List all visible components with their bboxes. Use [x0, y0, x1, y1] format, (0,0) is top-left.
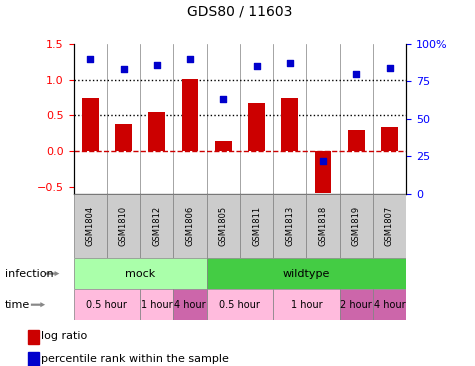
Text: GSM1811: GSM1811: [252, 206, 261, 246]
Bar: [314, 151, 332, 193]
Text: GDS80 / 11603: GDS80 / 11603: [187, 4, 293, 18]
Bar: [273, 289, 340, 320]
Bar: [281, 97, 298, 151]
Bar: [82, 98, 99, 151]
Text: GSM1807: GSM1807: [385, 206, 394, 246]
Text: GSM1806: GSM1806: [186, 206, 194, 246]
Text: GSM1818: GSM1818: [319, 206, 327, 246]
Text: 1 hour: 1 hour: [291, 300, 322, 310]
Text: 0.5 hour: 0.5 hour: [86, 300, 127, 310]
Text: wildtype: wildtype: [283, 269, 330, 279]
Bar: [173, 289, 207, 320]
Point: [253, 63, 260, 69]
Bar: [173, 194, 207, 258]
Text: 2 hour: 2 hour: [341, 300, 372, 310]
Text: time: time: [5, 300, 30, 310]
Bar: [74, 194, 107, 258]
Text: mock: mock: [125, 269, 155, 279]
Bar: [140, 194, 173, 258]
Point: [120, 67, 127, 72]
Bar: [273, 194, 306, 258]
Bar: [28, 352, 38, 366]
Text: GSM1804: GSM1804: [86, 206, 95, 246]
Bar: [28, 330, 38, 344]
Text: GSM1812: GSM1812: [152, 206, 161, 246]
Point: [319, 158, 327, 164]
Bar: [381, 127, 398, 151]
Bar: [74, 289, 140, 320]
Point: [386, 65, 393, 71]
Text: GSM1810: GSM1810: [119, 206, 128, 246]
Bar: [207, 289, 273, 320]
Bar: [207, 258, 406, 289]
Bar: [340, 194, 373, 258]
Bar: [115, 124, 132, 151]
Bar: [107, 194, 140, 258]
Bar: [148, 112, 165, 151]
Bar: [240, 194, 273, 258]
Bar: [373, 289, 406, 320]
Text: GSM1813: GSM1813: [285, 206, 294, 246]
Text: 1 hour: 1 hour: [141, 300, 172, 310]
Point: [286, 60, 294, 66]
Bar: [140, 289, 173, 320]
Bar: [306, 194, 340, 258]
Bar: [373, 194, 406, 258]
Text: 0.5 hour: 0.5 hour: [219, 300, 260, 310]
Bar: [207, 194, 240, 258]
Point: [219, 97, 227, 102]
Bar: [248, 103, 265, 151]
Point: [186, 56, 194, 62]
Point: [153, 62, 161, 68]
Point: [86, 56, 94, 62]
Text: percentile rank within the sample: percentile rank within the sample: [41, 354, 229, 364]
Text: 4 hour: 4 hour: [174, 300, 206, 310]
Bar: [181, 79, 199, 151]
Bar: [215, 141, 232, 151]
Point: [352, 71, 360, 77]
Bar: [74, 258, 207, 289]
Bar: [340, 289, 373, 320]
Text: log ratio: log ratio: [41, 331, 88, 341]
Text: GSM1805: GSM1805: [219, 206, 228, 246]
Text: infection: infection: [5, 269, 53, 279]
Bar: [348, 130, 365, 151]
Text: 4 hour: 4 hour: [374, 300, 405, 310]
Text: GSM1819: GSM1819: [352, 206, 361, 246]
